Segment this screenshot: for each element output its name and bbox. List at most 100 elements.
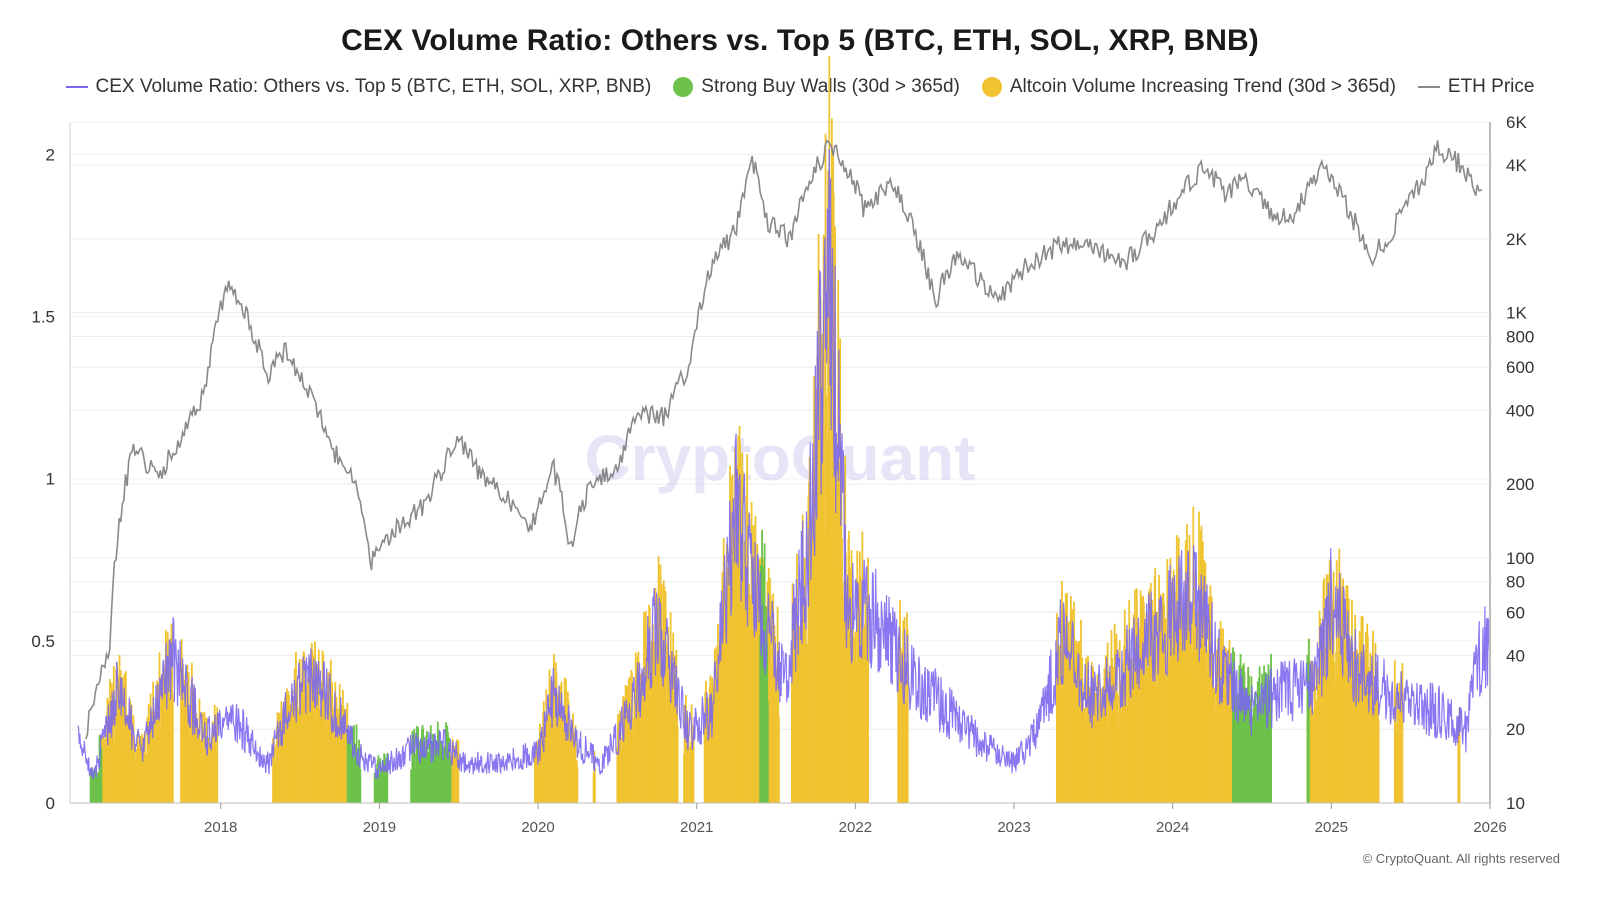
altcoin-trend-bar-6-95 <box>676 726 679 803</box>
altcoin-trend-bar-1-17 <box>190 662 193 803</box>
altcoin-trend-bar-13-56 <box>1342 578 1344 803</box>
altcoin-trend-bar-11-49 <box>1087 655 1089 803</box>
x-tick-1: 2019 <box>363 819 396 836</box>
buy-walls-bar-3-60 <box>448 737 451 803</box>
x-tick-0: 2018 <box>204 819 237 836</box>
altcoin-trend-bar-4-64 <box>574 725 577 803</box>
altcoin-trend-bar-11-242 <box>1209 585 1212 803</box>
altcoin-trend-bar-5-2 <box>593 768 596 803</box>
chart-title: CEX Volume Ratio: Others vs. Top 5 (BTC,… <box>341 24 1259 57</box>
altcoin-trend-bar-0-16 <box>110 682 113 803</box>
legend-label-ratio: CEX Volume Ratio: Others vs. Top 5 (BTC,… <box>95 76 652 97</box>
y-right-tick-10: 1K <box>1506 304 1527 323</box>
altcoin-trend-bar-13-26 <box>1323 578 1325 803</box>
legend-item-altcoin-trend[interactable]: Altcoin Volume Increasing Trend (30d > 3… <box>981 76 1396 98</box>
altcoin-trend-bar-11-244 <box>1210 596 1213 803</box>
altcoin-trend-bar-15-2 <box>1458 707 1461 803</box>
altcoin-trend-bar-11-272 <box>1228 640 1231 803</box>
altcoin-trend-bar-7-15 <box>692 725 695 803</box>
y-right-tick-13: 6K <box>1506 113 1527 132</box>
altcoin-trend-bar-11-110 <box>1125 629 1128 803</box>
watermark: CryptoQuant <box>584 422 975 494</box>
x-tick-5: 2023 <box>997 819 1030 836</box>
x-tick-3: 2021 <box>680 819 713 836</box>
legend-swatch-eth-price <box>1417 86 1440 88</box>
legend-swatch-altcoin-trend <box>981 77 1002 97</box>
altcoin-trend-bar-2-111 <box>342 706 345 803</box>
buy-walls-bar-5-60 <box>1270 653 1272 803</box>
buy-walls-bar-2-20 <box>386 752 389 803</box>
altcoin-trend-bar-13-108 <box>1375 662 1377 803</box>
altcoin-trend-bar-11-155 <box>1154 568 1157 803</box>
x-tick-4: 2022 <box>839 819 872 836</box>
altcoin-trend-bar-0-108 <box>169 638 172 803</box>
y-left-tick-1: 0.5 <box>31 632 55 651</box>
altcoin-trend-bar-11-230 <box>1201 541 1204 803</box>
altcoin-trend-bar-0-91 <box>158 652 161 803</box>
y-left-tick-3: 1.5 <box>31 308 55 327</box>
altcoin-trend-bar-11-123 <box>1134 589 1136 803</box>
y-left-tick-2: 1 <box>46 470 55 489</box>
buy-walls-bar-6-2 <box>1307 638 1310 803</box>
altcoin-trend-bar-2-93 <box>331 682 334 803</box>
altcoin-trend-bar-9-50 <box>822 234 825 803</box>
altcoin-trend-bar-11-275 <box>1230 664 1233 803</box>
altcoin-trend-bar-11-66 <box>1097 679 1100 803</box>
legend-label-altcoin-trend: Altcoin Volume Increasing Trend (30d > 3… <box>1009 76 1396 97</box>
y-axis-left: 0 0.5 1 1.5 2 <box>31 145 55 813</box>
altcoin-trend-bar-1-29 <box>198 698 201 803</box>
altcoin-trend-bar-11-80 <box>1106 642 1109 803</box>
altcoin-trend-bar-11-24 <box>1071 609 1073 803</box>
legend-item-buy-walls[interactable]: Strong Buy Walls (30d > 365d) <box>673 76 960 98</box>
y-left-tick-4: 2 <box>46 145 55 164</box>
legend-swatch-buy-walls <box>673 77 694 97</box>
altcoin-trend-bar-4-67 <box>576 766 579 803</box>
buy-walls-bar-4-12 <box>766 701 769 803</box>
altcoin-trend-bar-13-112 <box>1377 719 1380 803</box>
y-right-tick-5: 100 <box>1506 549 1534 568</box>
copyright-credit: © CryptoQuant. All rights reserved <box>1362 851 1560 866</box>
buy-walls-bar-3-62 <box>449 759 452 803</box>
altcoin-trend-bar-8-117 <box>777 716 780 803</box>
buy-walls-bar-5-12 <box>1239 654 1242 803</box>
axes <box>69 122 1491 804</box>
legend-label-buy-walls: Strong Buy Walls (30d > 365d) <box>701 76 960 97</box>
legend-swatch-ratio <box>65 86 88 88</box>
y-right-tick-9: 800 <box>1506 328 1534 347</box>
altcoin-trend-bar-11-55 <box>1090 661 1093 803</box>
altcoin-trend-bar-13-46 <box>1335 560 1338 803</box>
altcoin-trend-bar-1-22 <box>194 694 196 803</box>
altcoin-trend-bar-9-35 <box>813 376 816 803</box>
altcoin-trend-bar-2-79 <box>322 654 325 803</box>
buy-walls-bar-2-9 <box>379 758 382 803</box>
x-tick-7: 2025 <box>1315 819 1348 836</box>
chart-legend: CEX Volume Ratio: Others vs. Top 5 (BTC,… <box>0 76 1600 98</box>
x-axis: 2018 2019 2020 2021 2022 2023 2024 2025 2026 <box>204 803 1507 836</box>
altcoin-trend-bar-3-12 <box>457 740 460 803</box>
legend-item-ratio[interactable]: CEX Volume Ratio: Others vs. Top 5 (BTC,… <box>65 76 652 98</box>
y-right-tick-11: 2K <box>1506 230 1527 249</box>
buy-walls-bar-5-51 <box>1264 671 1267 803</box>
altcoin-trend-bar-13-99 <box>1369 652 1372 803</box>
altcoin-trend-bar-11-232 <box>1203 559 1205 803</box>
y-left-tick-0: 0 <box>46 794 55 813</box>
altcoin-trend-bar-13-65 <box>1347 598 1350 803</box>
altcoin-trend-bar-9-8 <box>796 553 798 803</box>
altcoin-trend-bar-10-15 <box>906 629 909 803</box>
legend-item-eth-price[interactable]: ETH Price <box>1417 76 1534 98</box>
altcoin-trend-bar-8-21 <box>717 623 719 803</box>
buy-walls-bar-1-20 <box>359 769 362 803</box>
x-tick-2: 2020 <box>521 819 554 836</box>
buy-walls-bar-0-17 <box>100 749 103 803</box>
buy-walls-bar-4-3 <box>761 529 763 803</box>
altcoin-trend-bar-0-112 <box>171 694 174 803</box>
altcoin-trend-bar-11-14 <box>1064 593 1067 803</box>
y-right-tick-2: 40 <box>1506 646 1525 665</box>
altcoin-trend-bar-14-12 <box>1401 663 1404 803</box>
buy-walls-bar-3-11 <box>417 727 419 803</box>
y-right-tick-8: 600 <box>1506 358 1534 377</box>
y-right-tick-12: 4K <box>1506 156 1527 175</box>
altcoin-trend-bar-11-57 <box>1092 666 1094 803</box>
y-right-tick-3: 60 <box>1506 603 1525 622</box>
bar-bands <box>89 56 1461 804</box>
